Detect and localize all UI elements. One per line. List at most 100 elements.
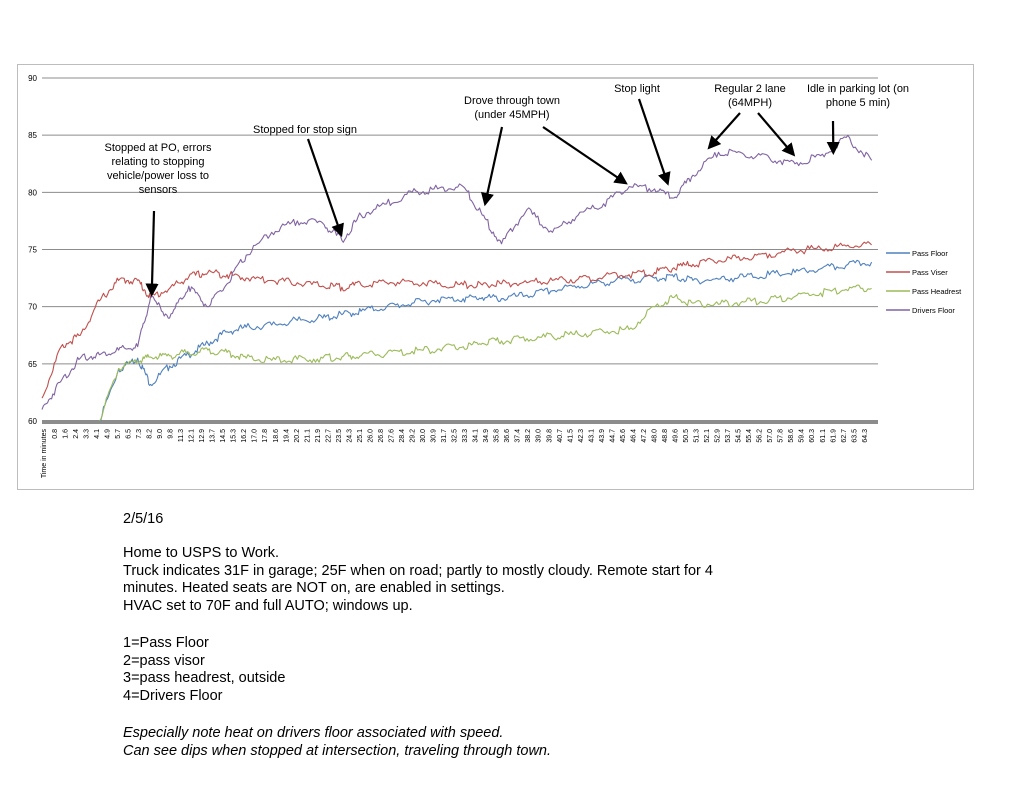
annotation-stopped-at-po: sensors	[139, 184, 178, 196]
x-tick-label: 9.8	[168, 429, 175, 439]
observation-line: Can see dips when stopped at intersectio…	[123, 742, 552, 759]
y-tick-label: 90	[28, 74, 37, 83]
observation-line: Especially note heat on drivers floor as…	[123, 725, 504, 741]
x-tick-label: 26.0	[367, 429, 374, 443]
x-tick-label: 18.6	[273, 429, 280, 443]
annotation-arrow	[637, 98, 671, 186]
legend-label: Pass Viser	[912, 268, 948, 277]
x-tick-label: 53.7	[725, 429, 732, 443]
notes-sensor-key: 1=Pass Floor 2=pass visor 3=pass headres…	[123, 635, 285, 705]
x-tick-label: 29.2	[410, 429, 417, 443]
x-tick-label: 63.5	[851, 429, 858, 443]
annotation-arrow	[481, 126, 504, 207]
x-tick-label: 24.3	[346, 429, 353, 443]
x-tick-label: 14.5	[220, 429, 227, 443]
y-tick-label: 60	[28, 417, 37, 426]
series-line	[99, 259, 873, 422]
x-tick-label: 49.6	[672, 429, 679, 443]
notes-line: minutes. Heated seats are NOT on, are en…	[123, 580, 505, 597]
chart-frame: 60 65 70 75 80 85 90 0.8 1.6 2.4 3.3 4.1 4.9 5.7 6.5 7.…	[17, 64, 974, 490]
x-tick-label: 8.2	[147, 429, 154, 439]
series-line	[98, 284, 872, 422]
x-tick-label: 42.3	[578, 429, 585, 443]
annotation-idle-parking-lot: Idle in parking lot (on	[807, 83, 909, 95]
x-tick-label: 39.0	[536, 429, 543, 443]
x-tick-label: 31.7	[441, 429, 448, 443]
x-tick-label: 44.7	[609, 429, 616, 443]
series-line	[41, 241, 872, 399]
notes-line: Home to USPS to Work.	[123, 545, 280, 561]
x-tick-label: 58.6	[788, 429, 795, 443]
y-tick-label: 75	[28, 246, 37, 255]
x-tick-label: 41.5	[567, 429, 574, 443]
sensor-key-line: 4=Drivers Floor	[123, 687, 223, 704]
legend-label: Pass Floor	[912, 249, 948, 258]
annotation-arrow	[707, 112, 741, 150]
x-tick-label: 48.0	[651, 429, 658, 443]
x-tick-label: 19.4	[283, 429, 290, 443]
y-tick-label: 65	[28, 360, 37, 369]
x-axis-line	[42, 420, 878, 424]
x-tick-label: 38.2	[525, 429, 532, 443]
x-tick-label: 52.1	[704, 429, 711, 443]
x-tick-label: 13.7	[210, 429, 217, 443]
annotation-arrow	[757, 112, 796, 157]
y-tick-label: 70	[28, 303, 37, 312]
x-tick-label: 61.9	[830, 429, 837, 443]
series-pass-floor	[99, 259, 873, 422]
x-tick-label: 43.9	[599, 429, 606, 443]
series-pass-headrest	[98, 284, 872, 422]
x-tick-label: 3.3	[83, 429, 90, 439]
sensor-key-line: 3=pass headrest, outside	[123, 670, 286, 687]
x-tick-label: 33.3	[462, 429, 469, 443]
x-tick-label: 6.5	[125, 429, 132, 439]
notes-description: Home to USPS to Work. Truck indicates 31…	[123, 545, 713, 615]
annotation-stopped-at-po: Stopped at PO, errors	[105, 142, 212, 154]
notes-observations: Especially note heat on drivers floor as…	[123, 725, 551, 760]
annotation-arrow	[542, 126, 628, 185]
line-chart: 60 65 70 75 80 85 90 0.8 1.6 2.4 3.3 4.1 4.9 5.7 6.5 7.…	[28, 74, 962, 479]
notes-line: HVAC set to 70F and full AUTO; windows u…	[123, 597, 413, 614]
annotation-stopped-at-po: vehicle/power loss to	[107, 170, 209, 182]
x-tick-label: 5.7	[115, 429, 122, 439]
annotation-idle-parking-lot: phone 5 min)	[826, 97, 890, 109]
date-text: 2/5/16	[123, 511, 164, 527]
x-tick-label: 0.8	[52, 429, 59, 439]
x-tick-label: 21.9	[315, 429, 322, 443]
notes-date: 2/5/16	[123, 511, 163, 529]
x-tick-label: 34.1	[473, 429, 480, 443]
notes-line: Truck indicates 31F in garage; 25F when …	[123, 562, 713, 579]
x-tick-label: 21.1	[304, 429, 311, 443]
x-tick-label: 32.5	[452, 429, 459, 443]
x-tick-label: 48.8	[662, 429, 669, 443]
x-axis-title: Time in minutes	[41, 429, 48, 479]
x-tick-label: 56.2	[757, 429, 764, 443]
annotation-regular-2-lane: Regular 2 lane	[714, 83, 786, 95]
sensor-key-line: 2=pass visor	[123, 652, 205, 669]
x-tick-label: 64.3	[862, 429, 869, 443]
annotation-drove-through-town: Drove through town	[464, 95, 560, 107]
series-line	[41, 134, 873, 410]
x-tick-label: 62.7	[841, 429, 848, 443]
x-tick-label: 9.0	[157, 429, 164, 439]
x-tick-label: 12.9	[199, 429, 206, 443]
x-tick-label: 17.8	[262, 429, 269, 443]
x-tick-label: 47.2	[641, 429, 648, 443]
x-tick-label: 61.1	[820, 429, 827, 443]
x-tick-label: 37.4	[515, 429, 522, 443]
x-tick-label: 28.4	[399, 429, 406, 443]
annotation-arrow	[306, 138, 344, 238]
annotation-arrow	[145, 210, 159, 297]
annotation-drove-through-town: (under 45MPH)	[474, 109, 549, 121]
x-tick-label: 1.6	[62, 429, 69, 439]
x-tick-label: 43.1	[588, 429, 595, 443]
x-tick-label: 2.4	[73, 429, 80, 439]
x-tick-label: 22.7	[325, 429, 332, 443]
x-tick-label: 16.2	[241, 429, 248, 443]
x-tick-label: 40.7	[557, 429, 564, 443]
annotation-stopped-at-po: relating to stopping	[112, 156, 205, 168]
x-tick-label: 57.8	[778, 429, 785, 443]
series-drivers-floor	[41, 134, 873, 410]
x-tick-label: 30.9	[431, 429, 438, 443]
x-tick-label: 4.1	[94, 429, 101, 439]
